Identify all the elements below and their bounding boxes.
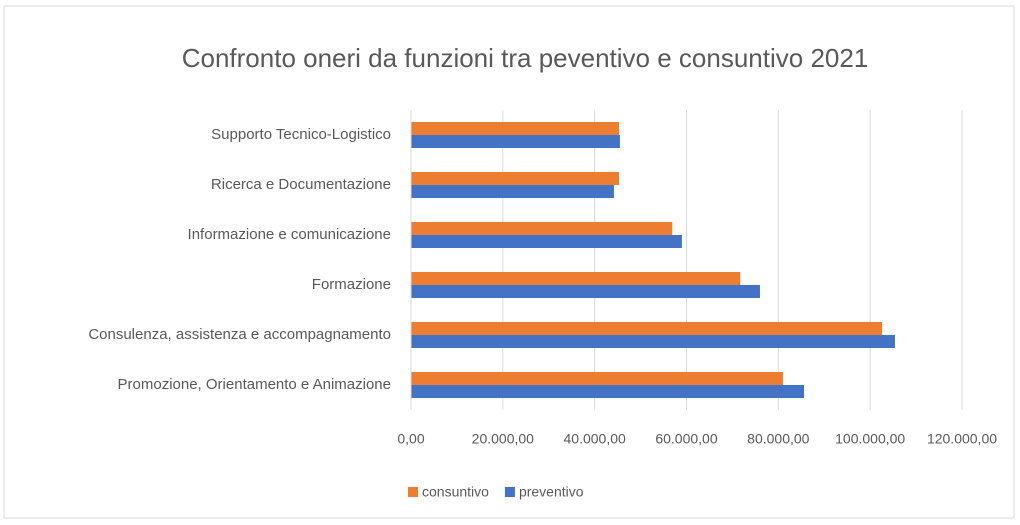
y-tick-label: Promozione, Orientamento e Animazione bbox=[118, 376, 391, 393]
bar bbox=[411, 335, 895, 348]
y-tick-label: Supporto Tecnico-Logistico bbox=[211, 126, 391, 143]
bar bbox=[411, 235, 682, 248]
bar bbox=[411, 285, 760, 298]
bar bbox=[411, 185, 614, 198]
chart-title: Confronto oneri da funzioni tra peventiv… bbox=[182, 43, 869, 73]
bar bbox=[411, 122, 620, 135]
bar bbox=[411, 222, 673, 235]
legend-swatch bbox=[504, 487, 515, 497]
y-tick-label: Consulenza, assistenza e accompagnamento bbox=[88, 326, 391, 343]
legend-swatch bbox=[408, 487, 418, 497]
legend-label: consuntivo bbox=[422, 484, 489, 500]
x-tick-label: 40.000,00 bbox=[564, 431, 626, 447]
bar bbox=[411, 372, 783, 385]
legend-label: preventivo bbox=[519, 484, 584, 500]
y-tick-label: Informazione e comunicazione bbox=[188, 226, 391, 243]
bar bbox=[411, 135, 620, 148]
x-tick-label: 20.000,00 bbox=[472, 431, 534, 447]
x-tick-label: 100.000,00 bbox=[835, 431, 905, 447]
bar bbox=[411, 322, 883, 335]
x-tick-label: 60.000,00 bbox=[655, 431, 717, 447]
chart-border bbox=[3, 5, 1015, 519]
y-tick-label: Formazione bbox=[312, 276, 391, 293]
y-tick-label: Ricerca e Documentazione bbox=[211, 176, 391, 193]
bar bbox=[411, 385, 805, 398]
x-tick-label: 120.000,00 bbox=[927, 431, 997, 447]
bar bbox=[411, 172, 620, 185]
bar bbox=[411, 272, 741, 285]
x-tick-label: 0,00 bbox=[397, 431, 424, 447]
x-tick-label: 80.000,00 bbox=[747, 431, 809, 447]
